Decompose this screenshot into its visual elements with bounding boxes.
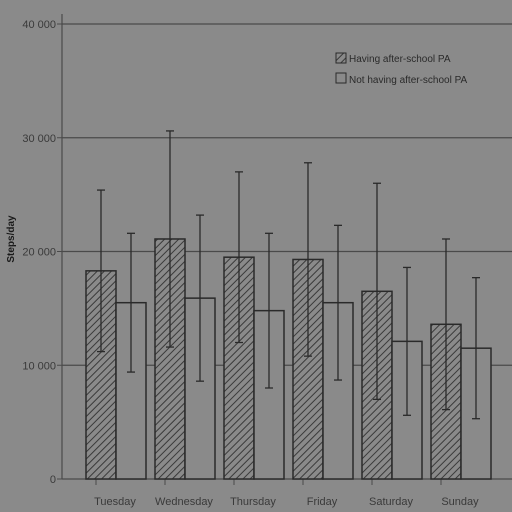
x-tick-label: Wednesday bbox=[155, 496, 213, 508]
legend-label-having: Having after-school PA bbox=[349, 54, 451, 65]
x-tick-label: Sunday bbox=[441, 496, 479, 508]
y-tick-label: 20 000 bbox=[22, 247, 56, 259]
x-tick-label: Friday bbox=[307, 496, 338, 508]
tick-labels: 0 10 000 20 000 30 000 40 000 Tuesday Wednesda… bbox=[22, 19, 479, 508]
y-tick-label: 10 000 bbox=[22, 360, 56, 372]
x-tick-label: Thursday bbox=[230, 496, 276, 508]
legend: Having after-school PA Not having after-… bbox=[335, 52, 468, 86]
y-tick-label: 30 000 bbox=[22, 133, 56, 145]
x-tick-label: Tuesday bbox=[94, 496, 136, 508]
error-bars bbox=[97, 130, 480, 420]
y-tick-label: 0 bbox=[50, 474, 56, 486]
bar bbox=[115, 301, 147, 480]
bars bbox=[85, 238, 492, 480]
y-tick-label: 40 000 bbox=[22, 19, 56, 31]
legend-label-not-having: Not having after-school PA bbox=[349, 75, 468, 86]
legend-swatch-not-having bbox=[335, 72, 347, 84]
y-axis-title: Steps/day bbox=[6, 215, 17, 263]
x-tick-label: Saturday bbox=[369, 496, 414, 508]
legend-swatch-having bbox=[335, 52, 347, 64]
